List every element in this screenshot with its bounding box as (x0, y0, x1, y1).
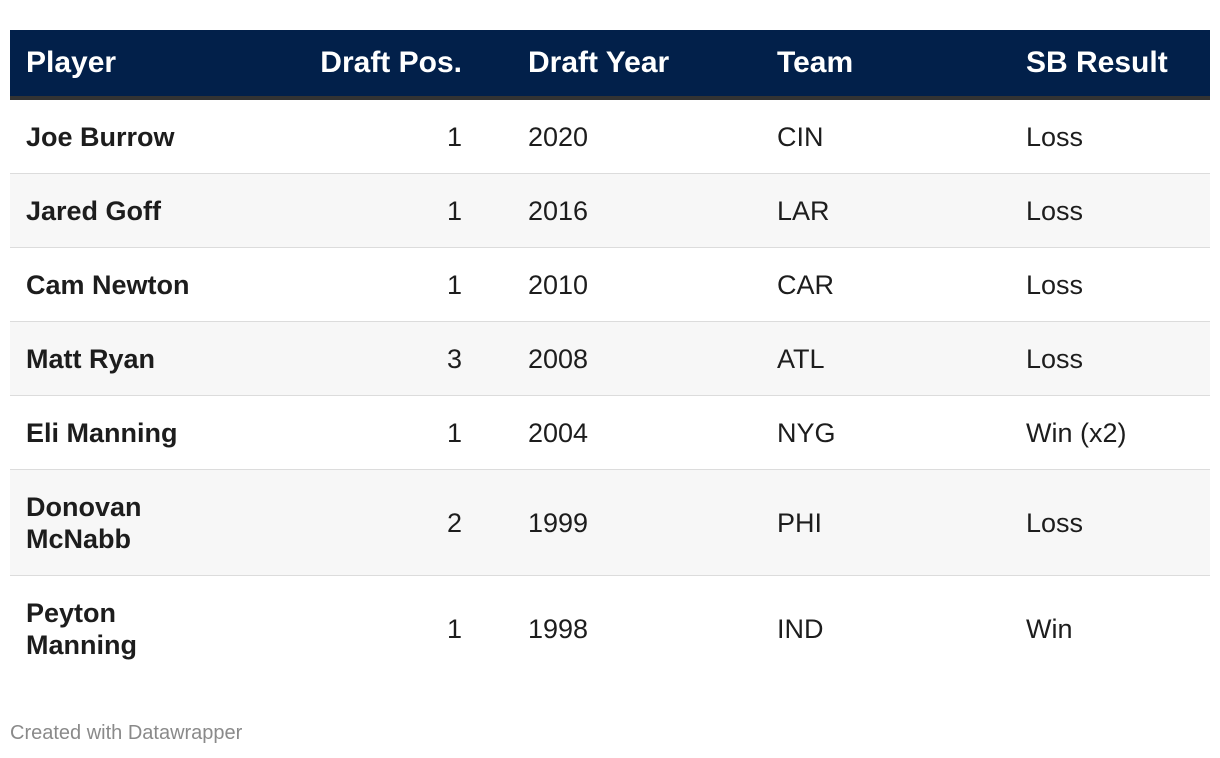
cell-player: Peyton Manning (26, 597, 137, 660)
column-header-draft-pos: Draft Pos. (246, 30, 462, 100)
cell-draft-year: 2020 (462, 98, 719, 174)
column-header-draft-year: Draft Year (462, 30, 719, 100)
cell-player: Donovan McNabb (10, 469, 246, 576)
cell-team: CIN (719, 98, 968, 174)
table-row: Jared Goff 1 2016 LAR Loss (10, 173, 1210, 248)
cell-sb-result: Loss (968, 98, 1210, 174)
cell-draft-pos: 1 (246, 98, 462, 174)
cell-sb-result: Loss (968, 469, 1210, 576)
cell-team: ATL (719, 321, 968, 396)
cell-draft-year: 2016 (462, 173, 719, 248)
cell-draft-pos: 3 (246, 321, 462, 396)
cell-team: LAR (719, 173, 968, 248)
cell-draft-year: 1998 (528, 613, 589, 644)
cell-draft-year: 2004 (462, 395, 719, 470)
cell-player: Joe Burrow (10, 98, 246, 174)
cell-sb-result: Loss (968, 247, 1210, 322)
cell-draft-year: 2008 (462, 321, 719, 396)
credit-footer: Created with Datawrapper (10, 722, 243, 744)
table: Player Draft Pos. Draft Year Team SB Res… (10, 30, 1210, 681)
cell-draft-pos: 1 (246, 173, 462, 248)
cell-draft-year: 1999 (462, 469, 719, 576)
data-table: Player Draft Pos. Draft Year Team SB Res… (10, 30, 1210, 681)
cell-draft-pos: 2 (246, 469, 462, 576)
table-row: Eli Manning 1 2004 NYG Win (x2) (10, 395, 1210, 470)
column-header-team: Team (719, 30, 968, 100)
column-header-sb-result: SB Result (968, 30, 1210, 100)
cell-draft-pos: 1 (246, 395, 462, 470)
table-row: Peyton Manning 1 1998 IND Win (10, 576, 1210, 682)
cell-team: PHI (719, 469, 968, 576)
cell-draft-year: 2010 (462, 247, 719, 322)
table-row: Joe Burrow 1 2020 CIN Loss (10, 98, 1210, 174)
table-row: Donovan McNabb 2 1999 PHI Loss (10, 469, 1210, 576)
cell-draft-pos: 1 (446, 613, 462, 644)
cell-player: Cam Newton (10, 247, 246, 322)
cell-team: IND (777, 613, 824, 644)
cell-team: CAR (719, 247, 968, 322)
cell-player: Eli Manning (10, 395, 246, 470)
table-body: Joe Burrow 1 2020 CIN Loss Jared Goff 1 … (10, 98, 1210, 681)
cell-team: NYG (719, 395, 968, 470)
cell-sb-result: Win (x2) (968, 395, 1210, 470)
header-row: Player Draft Pos. Draft Year Team SB Res… (10, 30, 1210, 100)
table-row: Matt Ryan 3 2008 ATL Loss (10, 321, 1210, 396)
cell-sb-result: Loss (968, 321, 1210, 396)
cell-sb-result: Win (1026, 613, 1073, 644)
cell-draft-pos: 1 (246, 247, 462, 322)
column-header-player: Player (10, 30, 246, 100)
cell-player: Matt Ryan (10, 321, 246, 396)
table-header: Player Draft Pos. Draft Year Team SB Res… (10, 30, 1210, 100)
table-row: Cam Newton 1 2010 CAR Loss (10, 247, 1210, 322)
cell-sb-result: Loss (968, 173, 1210, 248)
cell-player: Jared Goff (10, 173, 246, 248)
